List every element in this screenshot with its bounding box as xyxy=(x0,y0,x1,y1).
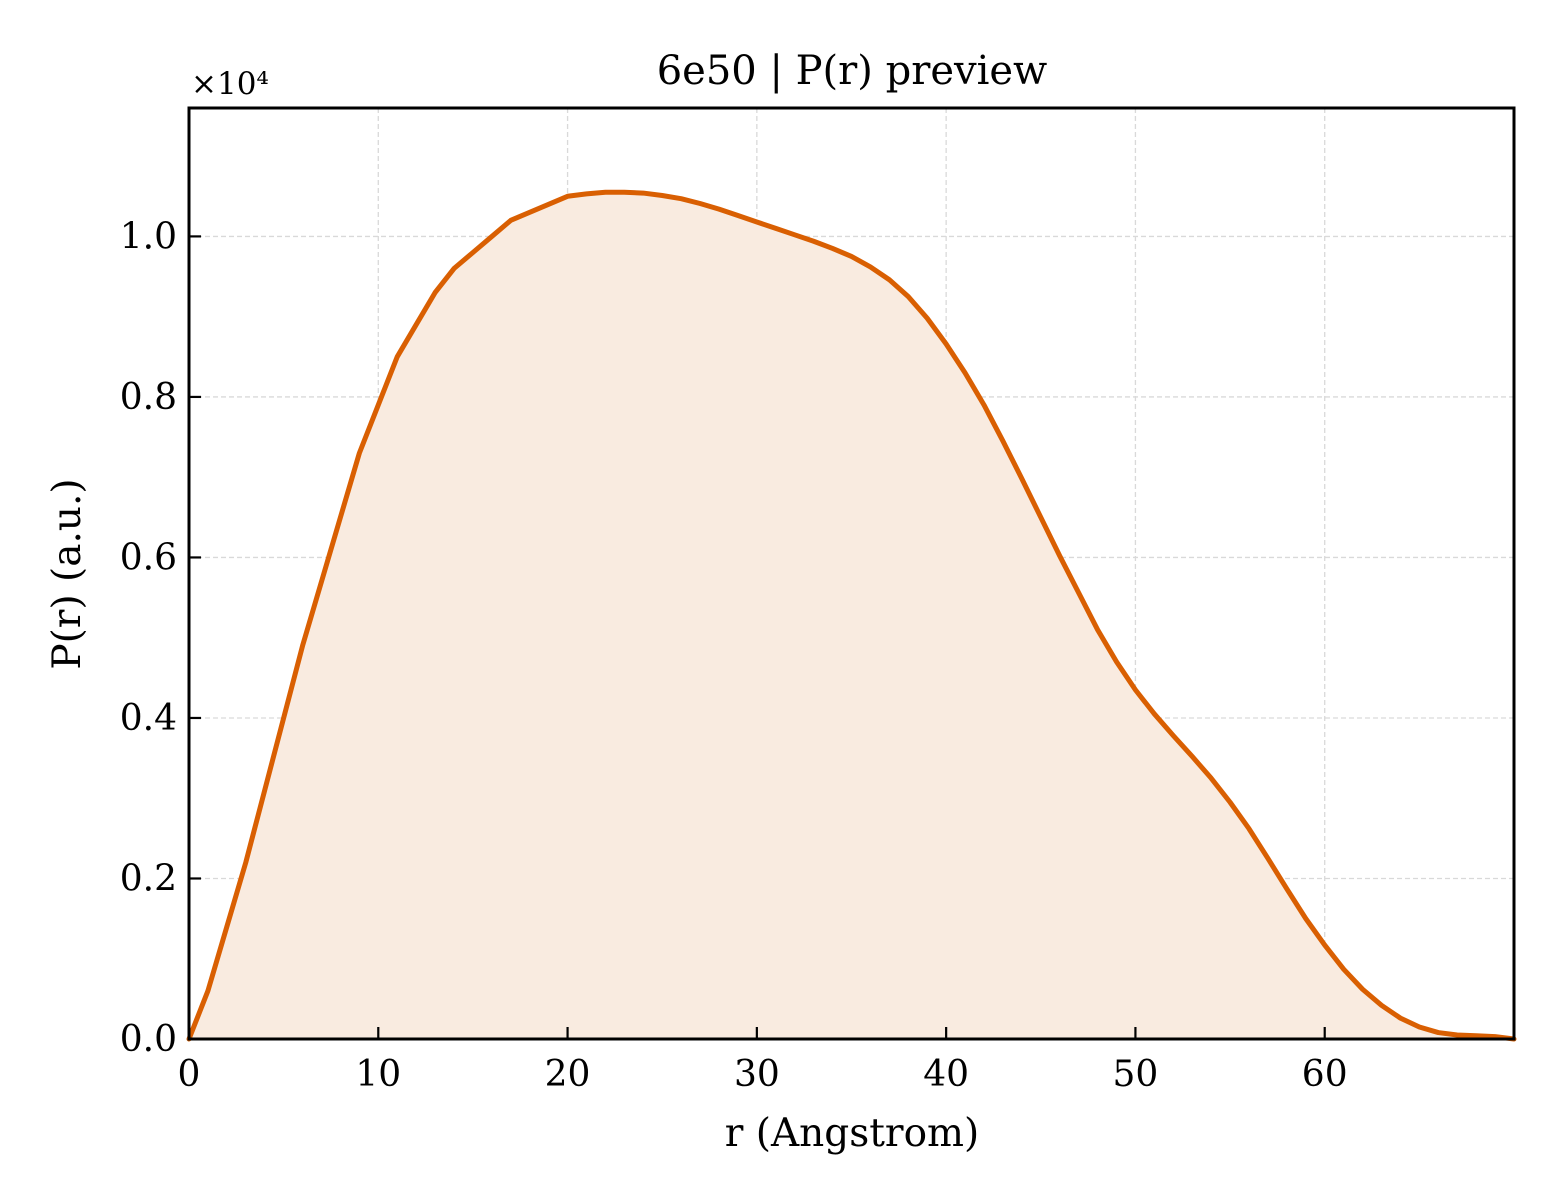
plot-frame xyxy=(187,106,1516,1041)
x-tick-label: 60 xyxy=(1302,1054,1348,1095)
chart-title: 6e50 | P(r) preview xyxy=(657,48,1048,94)
x-axis-label: r (Angstrom) xyxy=(725,1111,980,1156)
pr-area-fill xyxy=(189,192,1514,1039)
y-multiplier-label: ×10⁴ xyxy=(191,66,269,102)
y-tick-label: 0.8 xyxy=(120,377,177,418)
y-tick-label: 0.6 xyxy=(120,537,177,578)
x-tick-label: 20 xyxy=(545,1054,591,1095)
y-tick-label: 0.2 xyxy=(120,858,177,899)
tick-layer: 0 10 20 30 40 50 60 0.0 0.2 0.4 0.6 0.8 1.0 xyxy=(120,216,1348,1095)
pr-series-line xyxy=(186,189,1517,1042)
x-tick-label: 40 xyxy=(923,1054,969,1095)
y-axis-label: P(r) (a.u.) xyxy=(45,478,90,669)
x-tick-label: 30 xyxy=(734,1054,780,1095)
x-tick-label: 10 xyxy=(355,1054,401,1095)
x-tick-label: 0 xyxy=(178,1054,201,1095)
y-tick-label: 0.0 xyxy=(120,1019,177,1060)
y-tick-label: 0.4 xyxy=(120,698,177,739)
x-tick-label: 50 xyxy=(1113,1054,1159,1095)
y-tick-label: 1.0 xyxy=(120,216,177,257)
